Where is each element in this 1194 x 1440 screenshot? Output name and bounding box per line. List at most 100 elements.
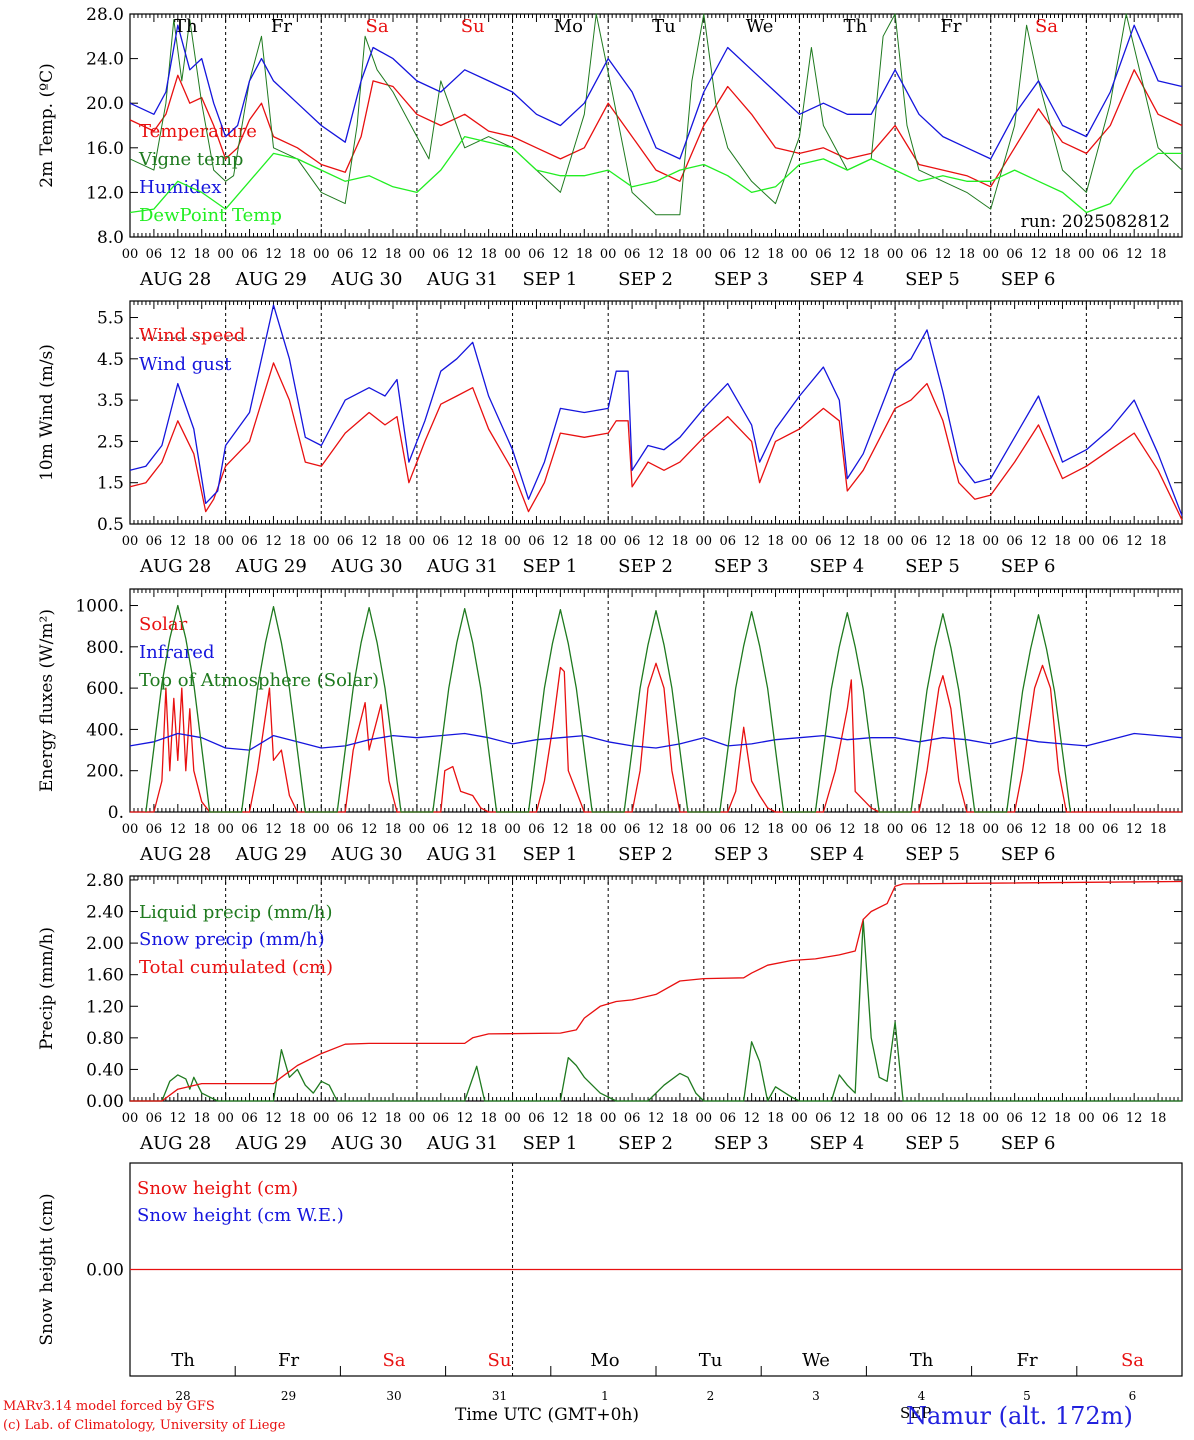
energy-hour-label: 12 [552,822,569,837]
energy-hour-label: 00 [217,822,234,837]
precip-hour-label: 12 [1030,1111,1047,1126]
wind-date-label: AUG 31 [426,556,498,577]
temperature-hour-label: 18 [193,247,210,262]
wind-hour-label: 00 [1078,534,1095,549]
precip-hour-label: 06 [719,1111,736,1126]
temperature-hour-label: 06 [624,247,641,262]
precip-hour-label: 18 [385,1111,402,1126]
snow-weekday-label: Mo [590,1350,619,1371]
wind-hour-label: 00 [122,534,139,549]
temperature-ytick-label: 28.0 [86,5,124,25]
precip-ytick-label: 1.20 [86,997,124,1017]
precip-date-label: AUG 29 [235,1133,307,1154]
temperature-date-label: SEP 2 [618,269,673,290]
temperature-hour-label: 18 [289,247,306,262]
precip-hour-label: 00 [887,1111,904,1126]
energy-plot-frame [129,588,1183,813]
precip-hour-label: 18 [672,1111,689,1126]
precip-hour-label: 00 [1078,1111,1095,1126]
energy-series-line [129,732,1183,751]
energy-hour-label: 00 [982,822,999,837]
precip-series-line [130,918,1182,1102]
snow-day-number: 30 [386,1389,401,1403]
temperature-series-line [129,135,1182,214]
temperature-hour-label: 00 [887,247,904,262]
wind-hour-label: 06 [337,534,354,549]
snow-day-number: 28 [175,1389,190,1403]
snow-legend-entry: Snow height (cm W.E.) [137,1205,344,1226]
energy-hour-label: 12 [935,822,952,837]
precip-date-label: SEP 2 [618,1133,673,1154]
wind-ytick-label: 1.5 [97,474,124,494]
wind-hour-label: 18 [193,534,210,549]
wind-hour-label: 00 [313,534,330,549]
snow-weekday-label: Th [171,1350,195,1371]
model-credit: MARv3.14 model forced by GFS [3,1399,215,1414]
precip-ytick-label: 1.60 [86,966,124,986]
precip-ytick-label: 2.80 [86,871,124,891]
energy-hour-label: 06 [1006,822,1023,837]
temperature-hour-label: 06 [337,247,354,262]
wind-date-label: SEP 4 [809,556,864,577]
wind-date-label: SEP 6 [1001,556,1056,577]
precip-hour-label: 12 [361,1111,378,1126]
precip-hour-label: 06 [337,1111,354,1126]
snow-weekday-label: Fr [1016,1350,1037,1371]
wind-hour-label: 12 [1030,534,1047,549]
temperature-date-label: AUG 29 [235,269,307,290]
temperature-hour-label: 12 [648,247,665,262]
wind-hour-label: 06 [1006,534,1023,549]
wind-hour-label: 12 [170,534,187,549]
precip-ytick-label: 0.40 [86,1060,124,1080]
precip-hour-label: 12 [743,1111,760,1126]
temperature-date-label: SEP 1 [523,269,578,290]
temperature-hour-label: 00 [696,247,713,262]
energy-y-axis-label: Energy fluxes (W/m²) [37,609,57,792]
wind-hour-label: 18 [1150,534,1167,549]
weekday-label: Tu [652,16,676,37]
precip-hour-label: 12 [265,1111,282,1126]
wind-hour-label: 18 [1054,534,1071,549]
weekday-label: Fr [940,16,961,37]
wind-hour-label: 00 [600,534,617,549]
energy-legend-entry: Solar [139,614,188,635]
energy-hour-label: 06 [719,822,736,837]
temperature-hour-label: 06 [911,247,928,262]
snow-weekday-label: Sa [382,1350,405,1371]
precip-hour-label: 06 [1006,1111,1023,1126]
wind-hour-label: 06 [1102,534,1119,549]
energy-date-label: SEP 5 [905,844,960,865]
snow-day-number: 2 [707,1389,715,1403]
wind-date-label: SEP 2 [618,556,673,577]
temperature-series-line [129,24,1183,160]
temperature-hour-label: 06 [815,247,832,262]
energy-hour-label: 18 [1054,822,1071,837]
snow-day-number: 31 [492,1389,507,1403]
weekday-label: Th [843,16,867,37]
energy-legend-entry: Infrared [139,642,214,663]
temperature-hour-label: 12 [170,247,187,262]
temperature-hour-label: 06 [433,247,450,262]
snow-weekday-label: Fr [278,1350,299,1371]
temperature-series-line [129,13,1183,216]
lab-credit: (c) Lab. of Climatology, University of L… [3,1418,286,1433]
energy-legend-entry: Top of Atmosphere (Solar) [139,670,379,691]
weekday-label: Su [461,16,485,37]
precip-hour-label: 12 [552,1111,569,1126]
precip-ytick-label: 0.00 [86,1092,124,1112]
wind-hour-label: 06 [433,534,450,549]
wind-hour-label: 18 [385,534,402,549]
temperature-hour-label: 18 [672,247,689,262]
wind-hour-label: 18 [863,534,880,549]
wind-hour-label: 06 [911,534,928,549]
temperature-hour-label: 06 [1102,247,1119,262]
weekday-label: Th [174,16,198,37]
precip-date-label: SEP 3 [714,1133,769,1154]
precip-hour-label: 00 [791,1111,808,1126]
precip-hour-label: 18 [959,1111,976,1126]
precip-legend-entry: Total cumulated (cm) [139,957,333,978]
station-label: Namur (alt. 172m) [906,1402,1133,1430]
energy-ytick-label: 0. [108,803,124,823]
wind-ytick-label: 2.5 [97,432,124,452]
temperature-hour-label: 00 [313,247,330,262]
